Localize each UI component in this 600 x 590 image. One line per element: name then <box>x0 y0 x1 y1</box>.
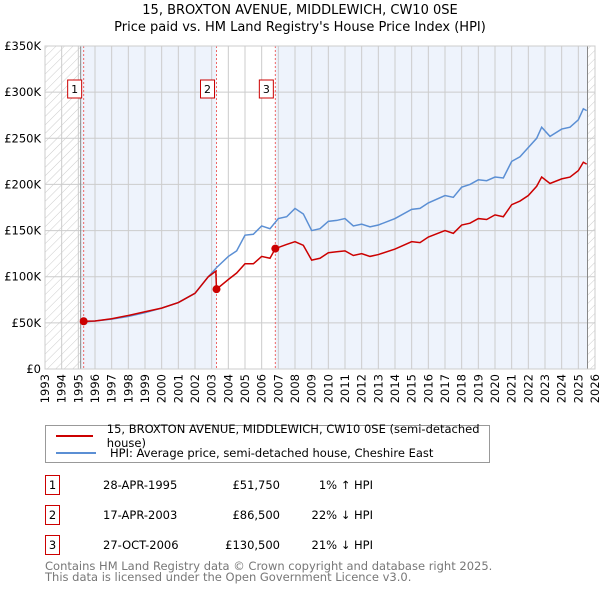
x-tick-label: 2006 <box>255 374 269 403</box>
sale-price: £51,750 <box>232 478 280 492</box>
sale-marker-box <box>67 79 83 99</box>
x-tick-label: 1999 <box>138 374 152 403</box>
x-tick-label: 1996 <box>88 374 102 403</box>
y-tick-label: £300K <box>4 85 41 99</box>
x-tick-label: 2021 <box>505 374 519 403</box>
x-tick-label: 2012 <box>355 374 369 403</box>
legend-swatch-hpi <box>56 452 96 454</box>
x-tick-label: 2016 <box>421 374 435 403</box>
x-tick-label: 1997 <box>105 374 119 403</box>
y-tick-label: £0 <box>26 362 41 376</box>
x-tick-label: 2009 <box>305 374 319 403</box>
chart-title: 15, BROXTON AVENUE, MIDDLEWICH, CW10 0SE <box>142 3 458 18</box>
plot-area: 1993 1994 1995 1996 1997 1998 1999 2000 2001 2002… <box>4 39 600 403</box>
x-tick-label: 2018 <box>455 374 469 403</box>
sale-marker-number: 2 <box>204 83 211 96</box>
x-tick-label: 2023 <box>538 374 552 403</box>
x-tick-label: 2000 <box>155 374 169 403</box>
x-tick-label: 2019 <box>471 374 485 403</box>
x-tick-label: 2013 <box>371 374 385 403</box>
x-tick-label: 2014 <box>388 374 402 403</box>
x-tick-label: 2015 <box>405 374 419 403</box>
y-tick-label: £350K <box>4 39 41 53</box>
hatched-no-data-end <box>587 46 595 369</box>
sale-point <box>212 285 221 294</box>
sale-marker-label: 2 <box>45 505 60 525</box>
plot-border <box>44 45 596 370</box>
hpi-line <box>83 107 588 323</box>
legend-label-hpi: HPI: Average price, semi-detached house,… <box>110 446 434 460</box>
sale-date: 28-APR-1995 <box>103 478 178 492</box>
sale-marker-label: 3 <box>45 535 60 555</box>
sale-marker-number: 3 <box>263 83 270 96</box>
x-tick-label: 2017 <box>438 374 452 403</box>
chart-subtitle: Price paid vs. HM Land Registry's House … <box>114 20 486 35</box>
footer-licence: This data is licensed under the Open Gov… <box>45 570 412 584</box>
sale-hpi: 1% ↑ HPI <box>318 478 373 492</box>
sale-point <box>271 244 280 253</box>
sale-marker-number: 1 <box>71 83 78 96</box>
x-tick-label: 2020 <box>488 374 502 403</box>
sale-row: 2 17-APR-2003 £86,500 22% ↓ HPI <box>45 505 485 525</box>
x-tick-label: 2001 <box>171 374 185 403</box>
sale-price: £86,500 <box>232 508 280 522</box>
x-tick-label: 2022 <box>521 374 535 403</box>
x-tick-label: 2005 <box>238 374 252 403</box>
x-tick-label: 2008 <box>288 374 302 403</box>
sale-marker-label: 1 <box>45 475 60 495</box>
x-tick-label: 2025 <box>571 374 585 403</box>
sale-marker-box <box>258 79 274 99</box>
sale-hpi: 21% ↓ HPI <box>311 538 373 552</box>
y-tick-label: £100K <box>4 270 41 284</box>
property-price-line <box>83 161 588 322</box>
x-tick-label: 2024 <box>555 374 569 403</box>
x-tick-label: 1993 <box>38 374 52 403</box>
x-tick-label: 2010 <box>321 374 335 403</box>
hatched-no-data-start <box>45 46 81 369</box>
sale-point <box>79 317 88 326</box>
sale-marker-box <box>200 79 215 99</box>
y-tick-label: £150K <box>4 224 41 238</box>
y-tick-label: £250K <box>4 131 41 145</box>
ownership-shade-2 <box>275 46 588 369</box>
sale-date: 17-APR-2003 <box>103 508 178 522</box>
legend: 15, BROXTON AVENUE, MIDDLEWICH, CW10 0SE… <box>45 422 490 463</box>
x-tick-label: 2003 <box>205 374 219 403</box>
x-tick-label: 1995 <box>71 374 85 403</box>
footer-copyright: Contains HM Land Registry data © Crown c… <box>45 559 493 573</box>
x-tick-label: 2004 <box>221 374 235 403</box>
x-tick-label: 1994 <box>55 374 69 403</box>
sale-row: 3 27-OCT-2006 £130,500 21% ↓ HPI <box>45 535 485 555</box>
x-tick-label: 2011 <box>338 374 352 403</box>
legend-swatch-property <box>56 435 93 437</box>
x-tick-label: 2026 <box>588 374 600 403</box>
legend-label-property: 15, BROXTON AVENUE, MIDDLEWICH, CW10 0SE… <box>106 422 480 450</box>
x-tick-label: 2007 <box>271 374 285 403</box>
sale-hpi: 22% ↓ HPI <box>311 508 373 522</box>
x-tick-label: 1998 <box>121 374 135 403</box>
x-tick-label: 2002 <box>188 374 202 403</box>
y-tick-label: £200K <box>4 177 41 191</box>
sale-date: 27-OCT-2006 <box>103 538 179 552</box>
ownership-shade-1 <box>80 46 217 369</box>
y-tick-label: £50K <box>12 316 42 330</box>
sale-row: 1 28-APR-1995 £51,750 1% ↑ HPI <box>45 475 485 495</box>
sale-price: £130,500 <box>225 538 280 552</box>
